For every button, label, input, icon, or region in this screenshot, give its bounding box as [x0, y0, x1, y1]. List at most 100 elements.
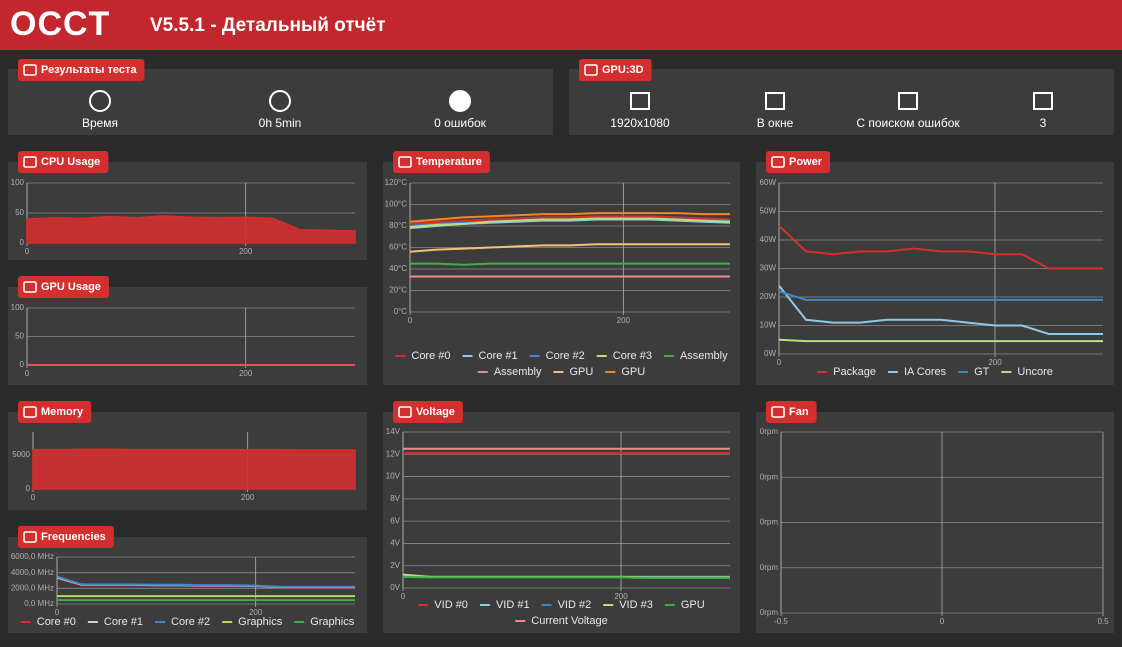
y-tick-label: 6V: [390, 516, 400, 525]
badge-title: GPU:3D: [602, 64, 644, 76]
item-label: 1920x1080: [610, 116, 670, 130]
badge: [18, 401, 92, 423]
x-tick-label: 0: [777, 358, 782, 367]
y-tick-label: 100°C: [385, 200, 408, 209]
badge-title: CPU Usage: [41, 156, 100, 168]
y-tick-label: 14V: [386, 427, 401, 436]
x-tick-label: 0: [55, 608, 60, 617]
chart-panel: [8, 162, 367, 260]
badge: [18, 59, 145, 81]
chart-panel: [8, 287, 367, 385]
badge: [579, 59, 652, 81]
y-tick-label: 2V: [390, 561, 400, 570]
badge-title: Voltage: [416, 406, 455, 418]
y-tick-label: 50: [15, 208, 24, 217]
series-line: [409, 212, 730, 223]
badge: [18, 526, 114, 548]
y-tick-label: 0: [20, 360, 25, 369]
chart-panel: [383, 162, 740, 385]
y-tick-label: 0,0 MHz: [24, 599, 54, 608]
y-tick-label: 0rpm: [760, 563, 779, 572]
item-icon: [898, 92, 918, 110]
x-tick-label: 200: [249, 608, 263, 617]
series-area: [32, 448, 356, 490]
legend-label: Graphics: [238, 616, 283, 628]
badge-title: Результаты теста: [41, 64, 137, 76]
badge-icon: [584, 64, 598, 76]
legend-label: GPU: [681, 599, 705, 611]
y-tick-label: 0rpm: [760, 427, 779, 436]
y-tick-label: 0V: [390, 583, 400, 592]
badge-icon: [398, 406, 412, 418]
item-icon: [630, 92, 650, 110]
legend-label: Assembly: [680, 350, 728, 362]
item-label: В окне: [757, 116, 794, 130]
y-tick-label: 20W: [760, 292, 777, 301]
legend-label: Core #2: [546, 350, 585, 362]
y-tick-label: 12V: [386, 449, 401, 458]
badge-icon: [23, 406, 37, 418]
series-area: [26, 215, 356, 244]
y-tick-label: 120°C: [385, 178, 408, 187]
x-tick-label: 0: [25, 369, 30, 378]
legend-label: Core #0: [37, 616, 76, 628]
summary-panel: [569, 69, 1114, 135]
y-tick-label: 40W: [760, 235, 777, 244]
x-tick-label: 200: [617, 316, 631, 325]
badge-title: Temperature: [416, 156, 482, 168]
y-tick-label: 50: [15, 332, 24, 341]
legend-label: Core #1: [104, 616, 143, 628]
y-tick-label: 0W: [764, 349, 776, 358]
badge-icon: [771, 406, 785, 418]
y-tick-label: 0rpm: [760, 472, 779, 481]
badge-title: Frequencies: [41, 531, 106, 543]
y-tick-label: 0: [20, 238, 25, 247]
badge: [393, 151, 490, 173]
item-icon: [449, 90, 471, 112]
item-label: 3: [1040, 116, 1047, 130]
item-icon: [765, 92, 785, 110]
badge-icon: [771, 156, 785, 168]
legend-label: VID #3: [619, 599, 653, 611]
y-tick-label: 6000,0 MHz: [11, 552, 54, 561]
y-tick-label: 100: [11, 303, 25, 312]
series-line: [778, 284, 1103, 336]
badge-title: Memory: [41, 406, 84, 418]
item-label: 0 ошибок: [434, 116, 487, 130]
x-tick-label: 0: [408, 316, 413, 325]
series-line: [778, 225, 1103, 270]
y-tick-label: 0rpm: [760, 518, 779, 527]
y-tick-label: 30W: [760, 264, 777, 273]
x-tick-label: 0: [25, 247, 30, 256]
x-tick-label: 200: [239, 247, 253, 256]
x-tick-label: 0: [401, 592, 406, 601]
legend-label: Core #0: [411, 350, 450, 362]
series-line: [410, 262, 730, 266]
item-label: 0h 5min: [259, 116, 302, 130]
y-tick-label: 60W: [760, 178, 777, 187]
y-tick-label: 0°C: [394, 307, 408, 316]
legend-label: Uncore: [1017, 366, 1052, 378]
y-tick-label: 2000,0 MHz: [11, 583, 54, 592]
x-tick-label: 200: [614, 592, 628, 601]
series-line: [56, 575, 355, 588]
legend-label: GT: [974, 366, 990, 378]
x-tick-label: 200: [988, 358, 1002, 367]
legend-label: Core #1: [479, 350, 518, 362]
y-tick-label: 4V: [390, 539, 400, 548]
legend-label: GPU: [570, 366, 594, 378]
chart-panel: [756, 162, 1114, 385]
series-line: [778, 338, 1103, 343]
x-tick-label: 0: [940, 617, 945, 626]
legend-label: VID #0: [434, 599, 468, 611]
series-line: [402, 575, 730, 579]
y-tick-label: 8V: [390, 494, 400, 503]
header-title: V5.5.1 - Детальный отчёт: [150, 15, 386, 36]
badge-title: Fan: [789, 406, 809, 418]
legend-label: Core #2: [171, 616, 210, 628]
badge-icon: [23, 156, 37, 168]
badge-icon: [23, 531, 37, 543]
x-tick-label: 0.5: [1097, 617, 1109, 626]
y-tick-label: 100: [11, 178, 25, 187]
